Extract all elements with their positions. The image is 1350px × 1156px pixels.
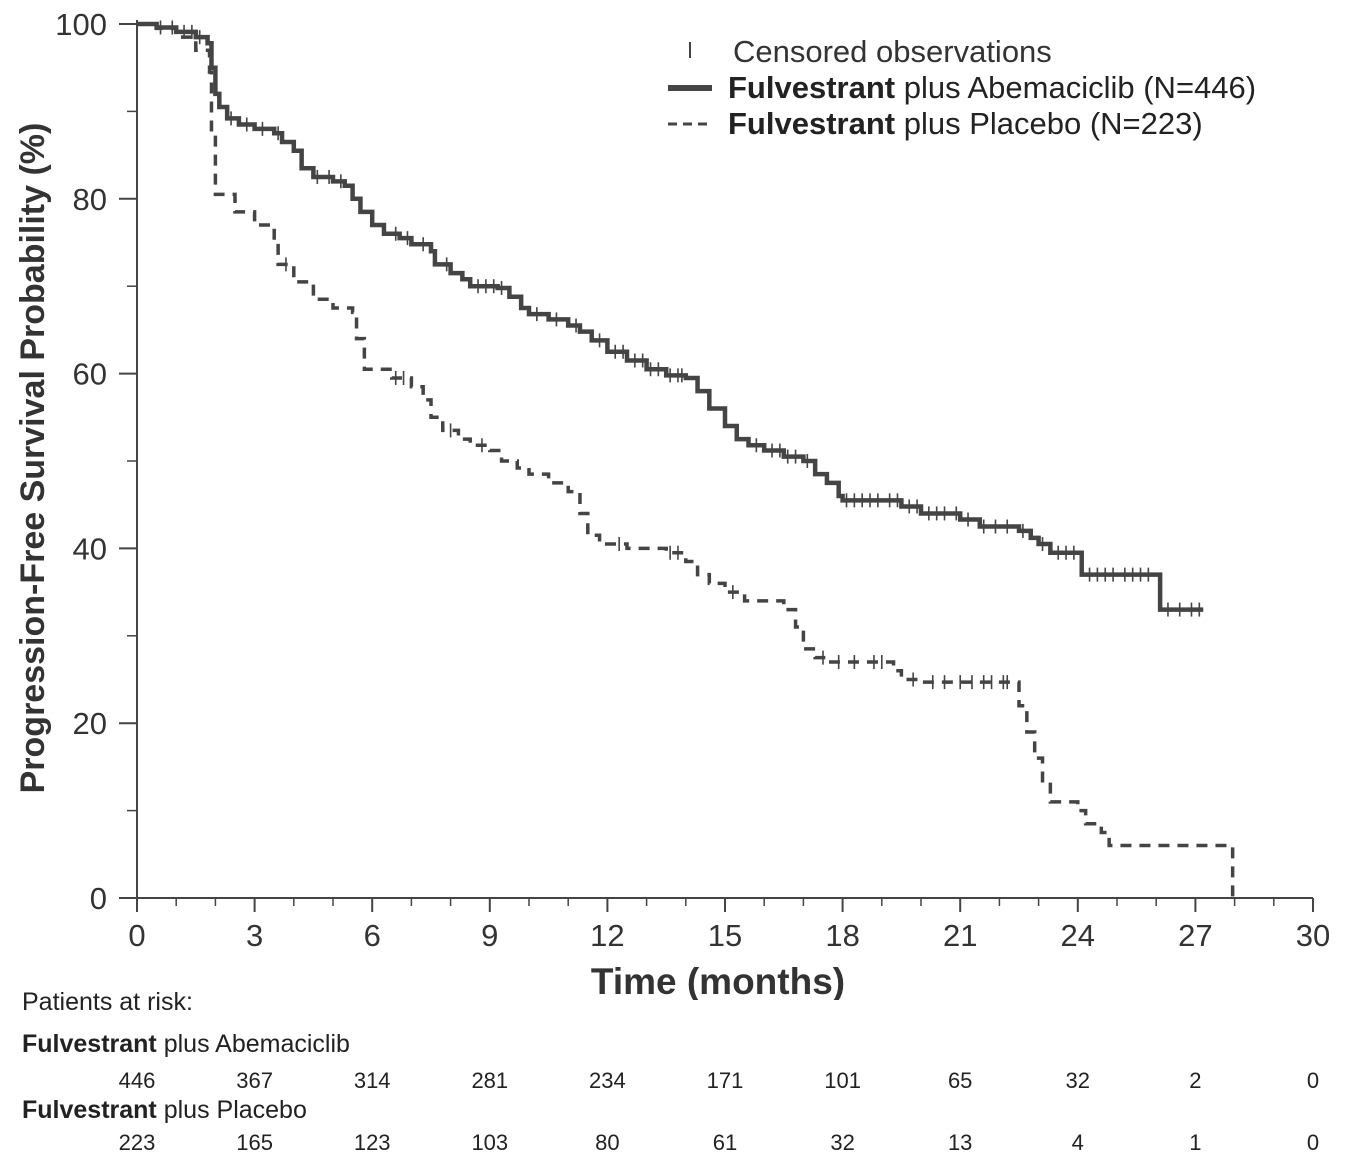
risk-count: 171 [706,1068,744,1093]
risk-count: 65 [947,1068,973,1093]
legend-entry-placebo: Fulvestrant plus Placebo (N=223) [728,106,1203,141]
risk-count: 314 [353,1068,391,1093]
risk-count: 281 [471,1068,509,1093]
legend-entry-placebo-rest: plus Placebo (N=223) [895,106,1203,141]
risk-group-label-placebo: Fulvestrant plus Placebo [22,1096,307,1125]
risk-count: 234 [589,1068,626,1093]
legend-entry-abemaciclib-rest: plus Abemaciclib (N=446) [895,70,1256,105]
risk-count: 446 [118,1068,156,1093]
y-axis-title: Progression-Free Survival Probability (%… [14,123,52,794]
risk-group-abemaciclib-rest: plus Abemaciclib [156,1030,350,1058]
series-line-abemaciclib [137,21,1204,612]
x-tick-label: 0 [128,918,145,953]
risk-count: 165 [236,1130,273,1155]
risk-count: 103 [471,1130,509,1155]
risk-group-placebo-rest: plus Placebo [156,1096,307,1124]
legend-entry-placebo-bold: Fulvestrant [728,106,895,141]
risk-count: 0 [1306,1130,1320,1155]
x-tick-label: 18 [825,918,859,953]
y-tick-label: 40 [73,531,107,566]
axes: 0 3 6 9 12 15 18 21 24 27 30 0 20 40 60 80 100 [55,7,1330,953]
legend-entry-abemaciclib-bold: Fulvestrant [728,70,895,105]
risk-count: 80 [595,1130,620,1155]
legend-entry-abemaciclib: Fulvestrant plus Abemaciclib (N=446) [728,70,1256,105]
risk-count: 13 [947,1130,973,1155]
x-tick-label: 24 [1061,918,1095,953]
risk-group-label-abemaciclib: Fulvestrant plus Abemaciclib [22,1030,350,1059]
x-tick-label: 21 [943,918,977,953]
survival-curves [137,20,1235,898]
risk-count: 2 [1189,1068,1202,1093]
x-tick-label: 3 [246,918,263,953]
risk-count: 223 [118,1130,156,1155]
y-tick-label: 20 [73,706,107,741]
risk-group-placebo-bold: Fulvestrant [22,1096,157,1124]
x-tick-label: 6 [364,918,381,953]
x-axis-title: Time (months) [591,961,845,1000]
risk-count: 32 [1065,1068,1091,1093]
y-tick-label: 100 [55,7,107,42]
x-tick-label: 30 [1296,918,1330,953]
risk-group-abemaciclib-bold: Fulvestrant [22,1030,157,1058]
risk-count: 367 [236,1068,273,1093]
risk-count: 101 [824,1068,861,1093]
x-tick-label: 27 [1178,918,1212,953]
km-chart: 0 3 6 9 12 15 18 21 24 27 30 0 20 40 60 80 100 Censored … [14,7,1330,1000]
x-tick-label: 12 [590,918,624,953]
risk-count: 1 [1189,1130,1202,1155]
x-tick-label: 15 [708,918,742,953]
y-tick-label: 60 [73,357,107,392]
risk-count: 61 [712,1130,738,1155]
risk-count: 0 [1306,1068,1320,1093]
y-tick-label: 0 [90,881,107,916]
legend: Censored observations Fulvestrant plus A… [668,34,1256,141]
series-line-placebo [137,22,1235,898]
risk-table-header: Patients at risk: [22,988,193,1016]
legend-censored-label: Censored observations [733,34,1052,69]
x-tick-label: 9 [481,918,498,953]
y-tick-label: 80 [73,182,107,217]
risk-count: 32 [830,1130,855,1155]
risk-count: 123 [353,1130,391,1155]
risk-count: 4 [1071,1130,1084,1155]
